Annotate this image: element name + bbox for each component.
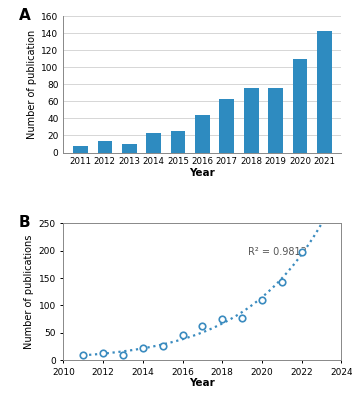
Bar — [195, 115, 210, 152]
Bar — [317, 31, 332, 152]
Y-axis label: Number of publication: Number of publication — [27, 30, 37, 139]
Bar — [220, 99, 234, 152]
Point — [299, 249, 304, 255]
Point — [160, 343, 165, 350]
Text: A: A — [19, 8, 31, 23]
Point — [80, 351, 86, 358]
Bar — [171, 131, 185, 152]
Bar — [122, 144, 137, 152]
X-axis label: Year: Year — [189, 378, 215, 388]
Point — [100, 350, 106, 356]
Point — [219, 316, 225, 322]
Bar — [73, 146, 88, 152]
Y-axis label: Number of publications: Number of publications — [24, 234, 34, 349]
Bar — [98, 142, 112, 152]
Point — [259, 297, 265, 303]
Point — [239, 315, 245, 321]
Point — [279, 279, 285, 285]
Text: R² = 0.9813: R² = 0.9813 — [248, 247, 307, 257]
Bar — [268, 88, 283, 152]
Bar — [146, 133, 161, 152]
Bar — [293, 59, 307, 152]
Text: B: B — [19, 215, 31, 230]
Point — [180, 332, 186, 339]
Point — [200, 323, 205, 329]
Point — [140, 345, 146, 351]
Bar — [244, 88, 258, 152]
X-axis label: Year: Year — [189, 168, 215, 178]
Point — [120, 351, 126, 358]
